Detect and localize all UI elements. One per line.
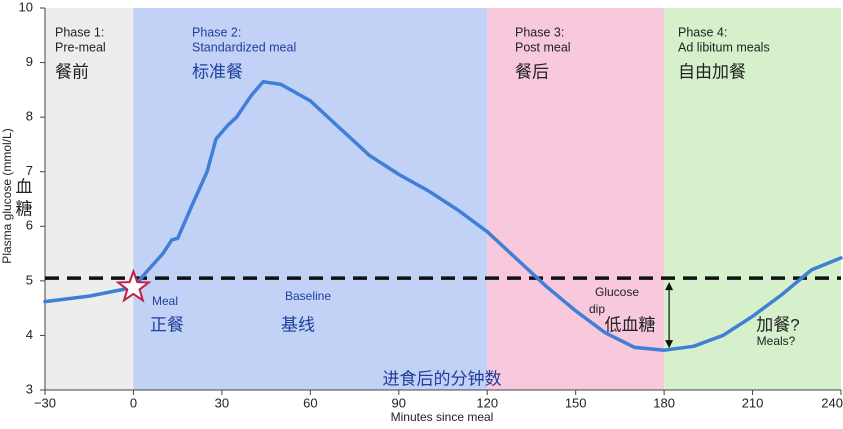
x-tick-label: 60	[303, 395, 317, 410]
annotation: dip	[589, 302, 605, 316]
y-tick-label: 6	[26, 218, 33, 233]
phase-band	[487, 8, 665, 390]
x-tick-label: 0	[130, 395, 137, 410]
annotation: Glucose	[595, 285, 639, 299]
phase-name: Standardized meal	[192, 40, 296, 54]
phase-title: Phase 1:	[55, 25, 104, 39]
annotation: 正餐	[150, 315, 184, 334]
annotation: Baseline	[285, 289, 331, 303]
y-axis-title-zh: 糖	[16, 199, 33, 218]
x-axis-title-zh: 进食后的分钟数	[383, 369, 502, 388]
meal-star	[115, 268, 152, 303]
y-tick-label: 8	[26, 109, 33, 124]
phase-title: Phase 2:	[192, 25, 241, 39]
x-tick-label: −30	[34, 395, 56, 410]
phase-title: Phase 4:	[678, 25, 727, 39]
x-tick-label: 210	[742, 395, 764, 410]
x-tick-label: 150	[565, 395, 587, 410]
phase-name-zh: 自由加餐	[678, 62, 746, 81]
y-tick-label: 9	[26, 54, 33, 69]
y-axis-title: Plasma glucose (mmol/L)	[0, 128, 14, 263]
x-tick-label: 120	[476, 395, 498, 410]
annotation: 低血糖	[605, 315, 656, 334]
x-tick-label: 30	[215, 395, 229, 410]
annotation: 加餐?	[756, 315, 799, 334]
phase-name: Post meal	[515, 40, 571, 54]
phase-name-zh: 餐后	[515, 62, 549, 81]
annotation: 基线	[281, 315, 315, 334]
phase-name: Pre-meal	[55, 40, 106, 54]
y-tick-label: 3	[26, 381, 33, 396]
phase-name-zh: 标准餐	[192, 62, 243, 81]
y-tick-label: 10	[19, 0, 33, 14]
phase-name-zh: 餐前	[55, 62, 89, 81]
x-tick-label: 180	[653, 395, 675, 410]
x-tick-label: 240	[821, 395, 843, 410]
annotation: Meals?	[757, 334, 796, 348]
y-axis-title-zh: 血	[16, 177, 33, 196]
y-tick-label: 5	[26, 272, 33, 287]
phase-title: Phase 3:	[515, 25, 564, 39]
phase-band	[133, 8, 488, 390]
phase-name: Ad libitum meals	[678, 40, 770, 54]
dip-arrow-head	[665, 282, 674, 349]
phase-band	[45, 8, 134, 390]
annotation: Meal	[152, 294, 178, 308]
phase-band	[664, 8, 841, 390]
y-tick-label: 4	[26, 327, 33, 342]
x-tick-label: 90	[392, 395, 406, 410]
x-axis-title: Minutes since meal	[391, 410, 494, 424]
y-tick-label: 7	[26, 163, 33, 178]
glucose-line	[43, 79, 843, 352]
